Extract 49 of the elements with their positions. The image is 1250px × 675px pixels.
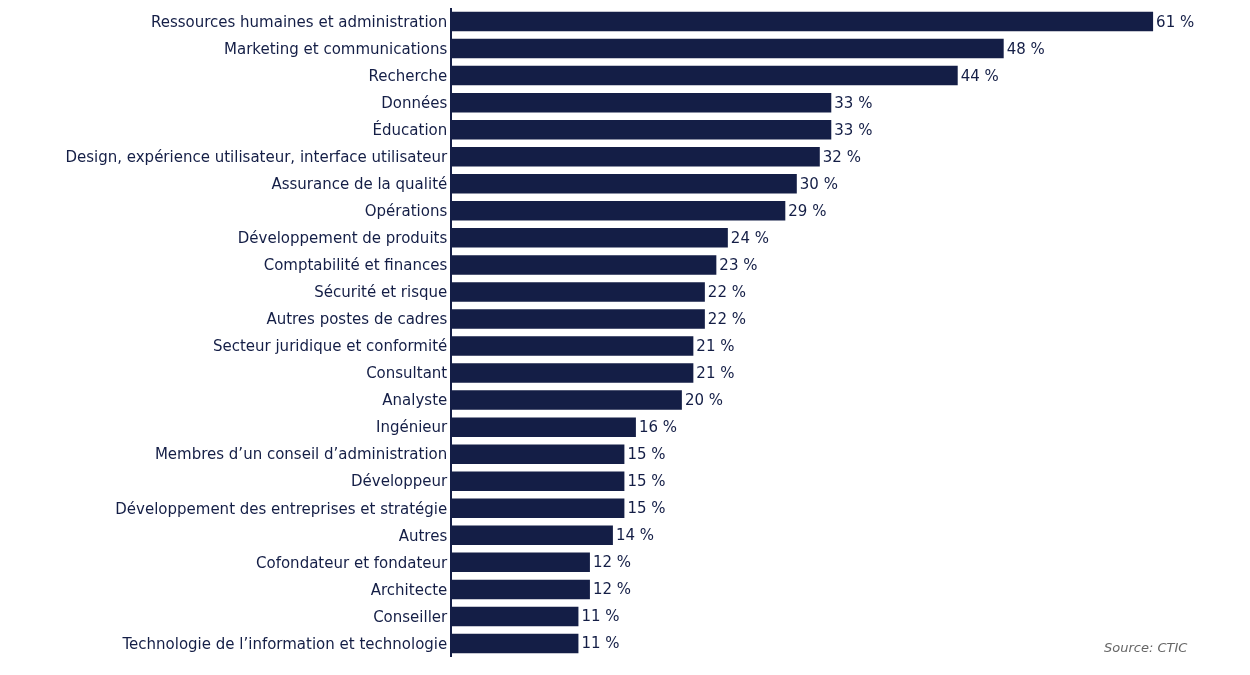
- data-label: 12 %: [592, 580, 632, 599]
- y-tick-label: Développement des entreprises et stratégie: [115, 499, 448, 518]
- y-tick-label: Marketing et communications: [224, 39, 448, 58]
- y-tick-label: Données: [381, 93, 448, 112]
- data-label: 14 %: [615, 526, 655, 545]
- y-tick-label: Ressources humaines et administration: [150, 12, 448, 31]
- data-label: 15 %: [627, 445, 666, 464]
- y-tick-label: Opérations: [364, 202, 448, 221]
- y-tick-label: Sécurité et risque: [314, 283, 448, 302]
- y-tick-label: Autres postes de cadres: [266, 310, 448, 329]
- y-tick-label: Développeur: [351, 472, 449, 491]
- data-label: 15 %: [627, 499, 666, 518]
- data-label: 44 %: [960, 66, 999, 85]
- y-tick-label: Assurance de la qualité: [271, 175, 448, 194]
- data-label: 61 %: [1156, 12, 1195, 31]
- data-label: 33 %: [834, 120, 873, 139]
- data-label: 29 %: [788, 201, 827, 220]
- data-label: 22 %: [707, 309, 746, 328]
- y-tick-label: Cofondateur et fondateur: [256, 553, 449, 572]
- data-label: 32 %: [822, 147, 861, 166]
- data-label: 20 %: [684, 391, 723, 410]
- y-tick-label: Design, expérience utilisateur, interface utilisateur: [65, 147, 449, 166]
- y-tick-label: Recherche: [368, 66, 448, 85]
- data-label: 48 %: [1006, 39, 1045, 58]
- y-tick-label: Secteur juridique et conformité: [212, 337, 448, 356]
- data-label: 24 %: [730, 228, 769, 247]
- y-tick-label: Développement de produits: [237, 229, 448, 248]
- y-tick-label: Ingénieur: [375, 418, 449, 437]
- data-label: 21 %: [696, 364, 735, 383]
- y-tick-label: Conseiller: [373, 607, 449, 626]
- data-label: 21 %: [696, 337, 735, 356]
- y-tick-label: Autres: [398, 526, 448, 545]
- data-label: 15 %: [627, 472, 666, 491]
- data-label: 30 %: [799, 174, 838, 193]
- data-label: 22 %: [707, 282, 746, 301]
- y-tick-label: Membres d’un conseil d’administration: [154, 445, 448, 464]
- y-tick-label: Éducation: [372, 119, 448, 139]
- y-tick-label: Comptabilité et finances: [263, 256, 448, 275]
- data-label: 33 %: [834, 93, 873, 112]
- data-label: 23 %: [719, 255, 758, 274]
- annotation: Source: CTIC: [1104, 640, 1189, 655]
- data-label: 11 %: [581, 607, 620, 626]
- data-label: 12 %: [592, 553, 632, 572]
- y-tick-label: Analyste: [382, 391, 448, 410]
- y-tick-label: Technologie de l’information et technologie: [121, 634, 448, 653]
- y-tick-label: Consultant: [366, 364, 448, 383]
- data-label: 11 %: [581, 634, 620, 653]
- y-tick-label: Architecte: [370, 580, 448, 599]
- data-label: 16 %: [638, 418, 678, 437]
